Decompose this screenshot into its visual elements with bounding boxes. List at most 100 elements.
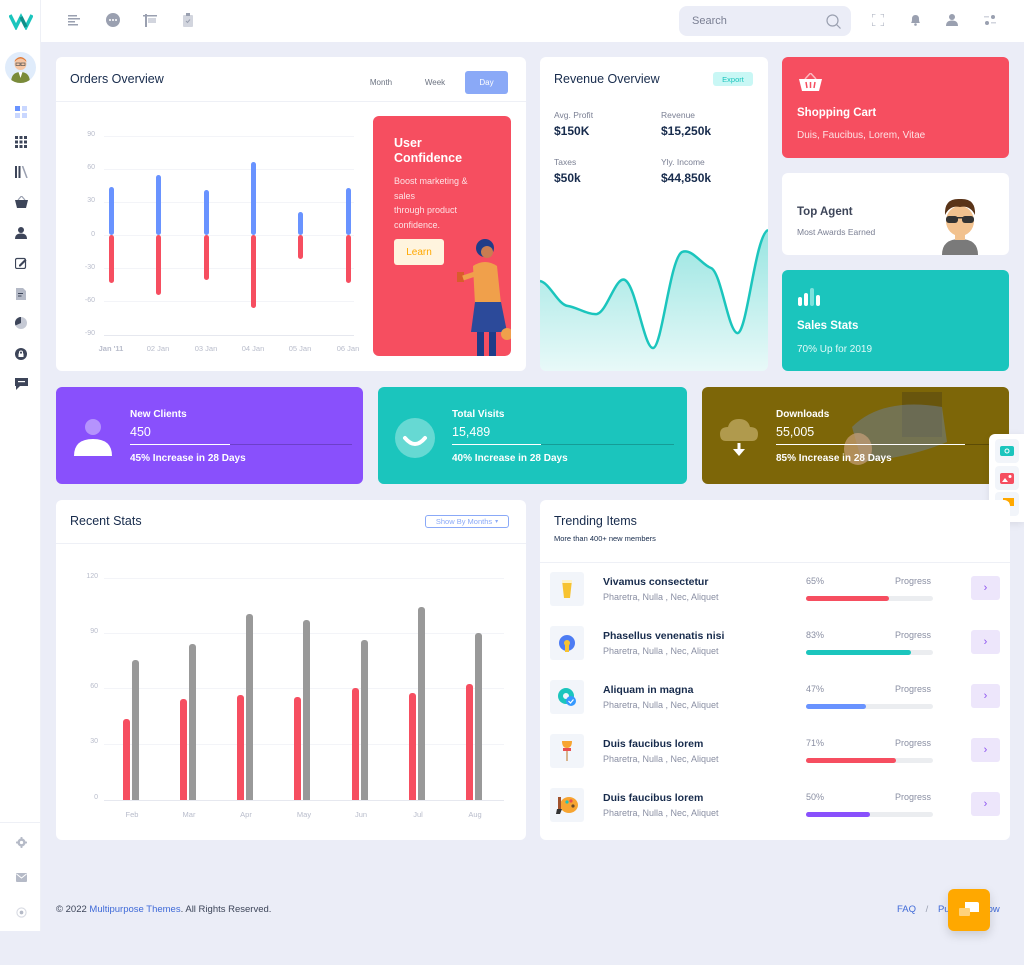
tab-month[interactable]: Month (369, 78, 393, 87)
document-icon[interactable] (13, 286, 29, 302)
orders-chart: 90 60 30 0 -30 -60 -90 Jan '11 02 Jan 03… (84, 131, 360, 353)
theme-settings-button[interactable] (995, 439, 1019, 463)
top-agent-title: Top Agent (797, 206, 853, 218)
search-bar[interactable]: Search (679, 6, 851, 36)
settings-icon[interactable] (13, 834, 29, 850)
downloads-card[interactable]: Downloads 55,005 85% Increase in 28 Days (702, 387, 1009, 484)
arrow-right-icon: › (983, 798, 988, 810)
top-agent-widget[interactable]: Top Agent Most Awards Earned (782, 173, 1009, 255)
progress-bar (806, 704, 933, 709)
fullscreen-icon[interactable] (870, 12, 886, 28)
item-percent: 65% (806, 576, 825, 586)
tab-week[interactable]: Week (424, 78, 446, 87)
multipurpose-themes-link[interactable]: Multipurpose Themes (89, 904, 181, 915)
progress-label: Progress (895, 738, 932, 748)
item-sub: Pharetra, Nulla , Nec, Aliquet (603, 646, 719, 656)
chat-dots-icon[interactable] (105, 12, 121, 28)
revenue-area-chart (540, 228, 768, 371)
confidence-text: confidence. (394, 219, 441, 230)
user-icon[interactable] (944, 12, 960, 28)
gear-wrench-icon (550, 626, 584, 660)
shopping-cart-widget[interactable]: Shopping Cart Duis, Faucibus, Lorem, Vit… (782, 57, 1009, 158)
bar-mar-1 (180, 699, 187, 800)
bar-aug-1 (466, 684, 473, 800)
bar-neg-2 (156, 235, 161, 295)
divider (56, 101, 526, 102)
topbar: Search (41, 0, 1024, 42)
revenue-title: Revenue Overview (554, 72, 660, 86)
avatar[interactable] (5, 52, 36, 83)
gear-check-icon (550, 680, 584, 714)
bar-mar-2 (189, 644, 196, 800)
arrow-right-button[interactable]: › (971, 630, 1000, 654)
bar-feb-2 (132, 660, 139, 800)
logo-icon[interactable] (9, 12, 33, 30)
arrow-right-button[interactable]: › (971, 738, 1000, 762)
avg-profit-value: $150K (554, 124, 590, 138)
total-visits-card[interactable]: Total Visits 15,489 40% Increase in 28 D… (378, 387, 687, 484)
arrow-right-button[interactable]: › (971, 684, 1000, 708)
new-clients-sub: 45% Increase in 28 Days (130, 453, 246, 464)
footer-separator: / (925, 904, 929, 915)
total-visits-label: Total Visits (452, 409, 505, 420)
chat-icon[interactable] (13, 376, 29, 392)
bell-icon[interactable] (907, 12, 923, 28)
new-clients-card[interactable]: New Clients 450 45% Increase in 28 Days (56, 387, 363, 484)
bar-pos-5 (298, 212, 303, 235)
bar-jul-2 (418, 607, 425, 800)
sales-stats-title: Sales Stats (797, 320, 859, 332)
item-sub: Pharetra, Nulla , Nec, Aliquet (603, 700, 719, 710)
dashboard-icon[interactable] (13, 104, 29, 120)
item-name: Vivamus consectetur (603, 576, 709, 588)
clipboard-check-icon[interactable] (180, 12, 196, 28)
chat-fab-button[interactable] (948, 889, 990, 931)
pie-chart-icon[interactable] (13, 315, 29, 331)
item-percent: 83% (806, 630, 825, 640)
smile-icon (395, 418, 435, 458)
cloud-download-icon (720, 419, 758, 456)
shopping-basket-icon[interactable] (13, 194, 29, 210)
power-icon[interactable] (13, 904, 29, 920)
faq-link[interactable]: FAQ (897, 904, 917, 915)
divider (56, 543, 526, 544)
library-icon[interactable] (13, 164, 29, 180)
woman-illustration-icon (457, 239, 511, 356)
export-button[interactable]: Export (713, 72, 753, 86)
arrow-right-button[interactable]: › (971, 792, 1000, 816)
settings-dots-icon[interactable] (982, 12, 998, 28)
apps-grid-icon[interactable] (13, 134, 29, 150)
user-icon[interactable] (13, 225, 29, 241)
basket-icon (799, 73, 822, 91)
downloads-value: 55,005 (776, 425, 815, 439)
bar-pos-4 (251, 162, 256, 235)
lock-icon[interactable] (13, 346, 29, 362)
trending-subtitle: More than 400+ new members (554, 534, 656, 543)
gallery-button[interactable] (995, 466, 1019, 490)
revenue-overview-card: Revenue Overview Export Avg. Profit $150… (540, 57, 768, 371)
progress-label: Progress (895, 792, 932, 802)
recent-stats-card: Recent Stats Show By Months ▾ 120 90 60 … (56, 500, 526, 840)
show-by-months-dropdown[interactable]: Show By Months ▾ (425, 515, 509, 528)
item-sub: Pharetra, Nulla , Nec, Aliquet (603, 592, 719, 602)
arrow-right-icon: › (983, 744, 988, 756)
search-input[interactable]: Search (692, 15, 727, 27)
new-clients-value: 450 (130, 425, 151, 439)
tab-day[interactable]: Day (465, 71, 508, 94)
edit-icon[interactable] (13, 255, 29, 271)
arrow-right-button[interactable]: › (971, 576, 1000, 600)
mail-icon[interactable] (13, 869, 29, 885)
taxes-label: Taxes (554, 157, 577, 167)
menu-lines-icon[interactable] (66, 12, 82, 28)
item-percent: 50% (806, 792, 825, 802)
total-visits-value: 15,489 (452, 425, 491, 439)
sales-stats-widget[interactable]: Sales Stats 70% Up for 2019 (782, 270, 1009, 371)
flag-table-icon[interactable] (142, 12, 158, 28)
chat-bubbles-icon (959, 902, 979, 916)
total-visits-progress (452, 444, 674, 445)
downloads-background-image (844, 392, 947, 465)
learn-button[interactable]: Learn (394, 239, 444, 265)
arrow-right-icon: › (983, 582, 988, 594)
search-icon[interactable] (826, 14, 841, 29)
avg-profit-label: Avg. Profit (554, 110, 594, 120)
bar-apr-2 (246, 614, 253, 800)
